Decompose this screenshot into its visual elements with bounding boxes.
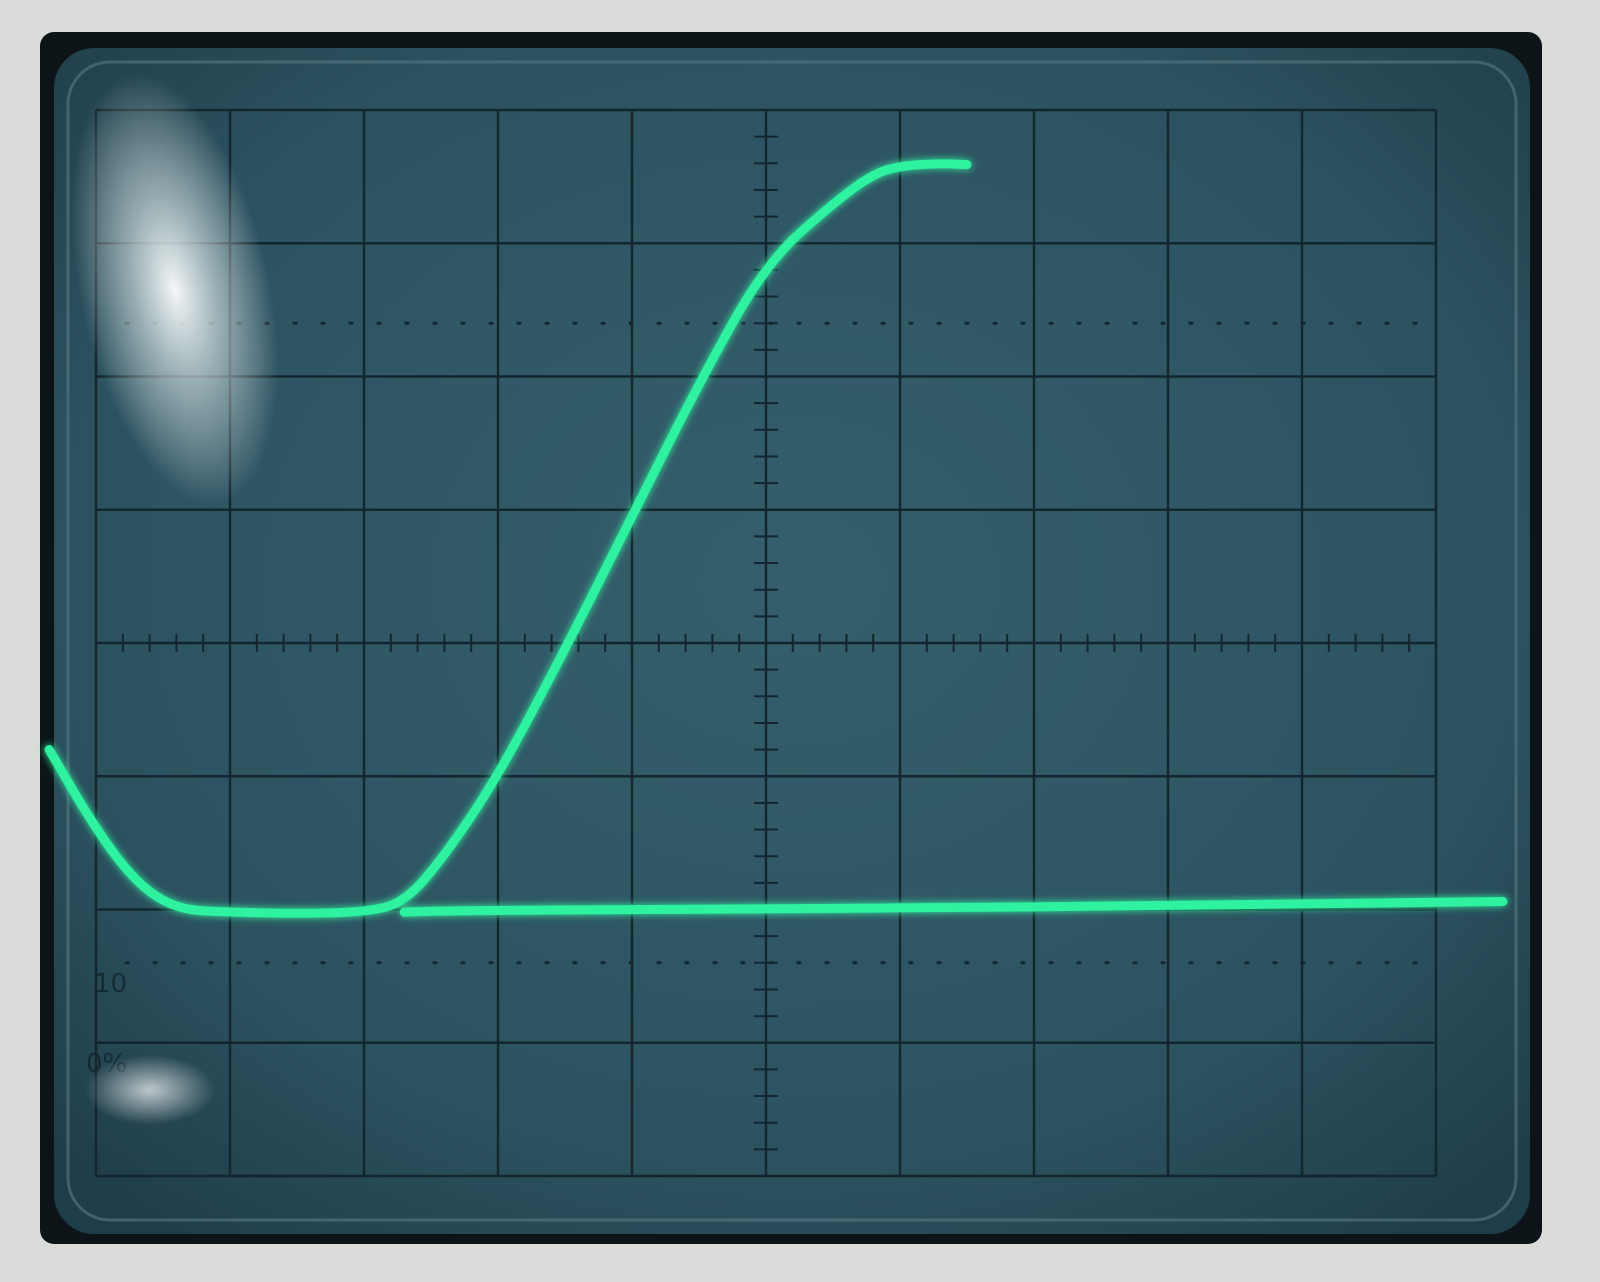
screen-inner-edge — [66, 60, 1518, 1222]
graticule-label-10: 10 — [94, 969, 127, 999]
traces — [44, 159, 1508, 918]
screen-glare — [71, 73, 279, 507]
screen-glare-small — [85, 1055, 215, 1125]
trace-1 — [44, 159, 972, 918]
graticule — [94, 108, 1438, 1178]
trace-2 — [399, 897, 1508, 917]
